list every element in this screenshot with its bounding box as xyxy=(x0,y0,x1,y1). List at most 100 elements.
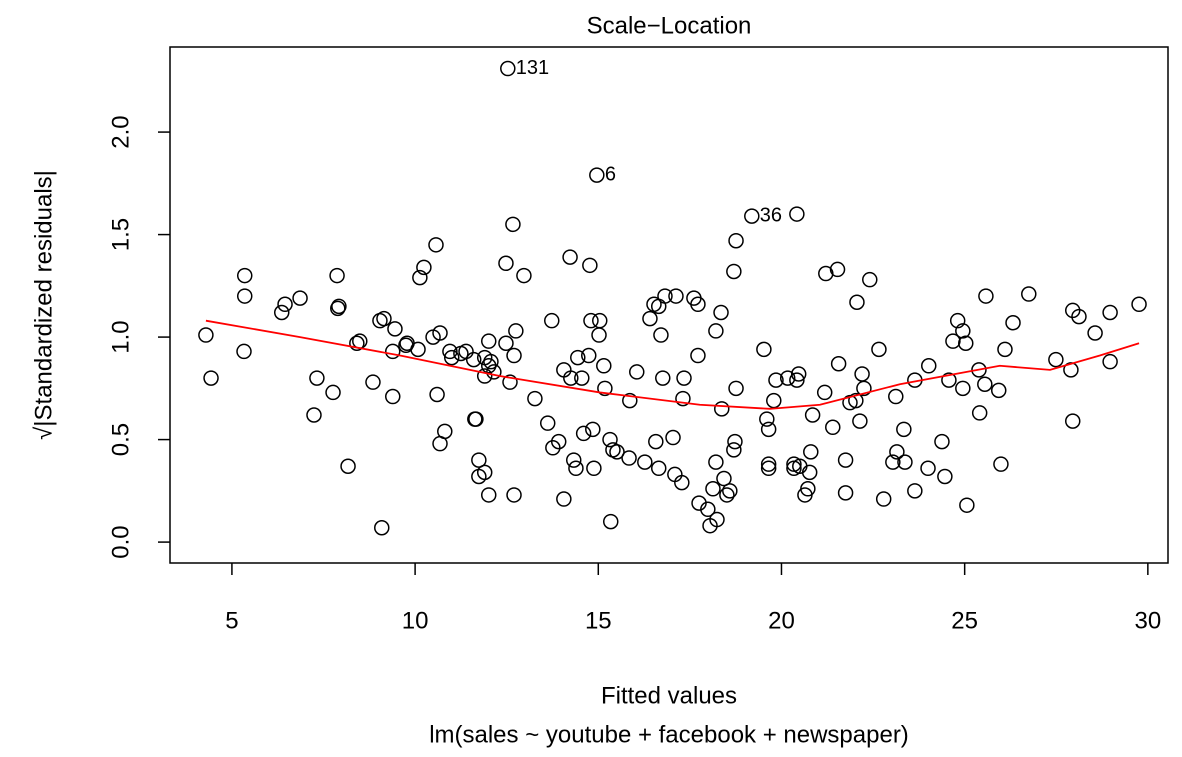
point xyxy=(760,460,777,477)
x-tick-label: 15 xyxy=(585,607,612,634)
point xyxy=(971,362,987,378)
point xyxy=(550,433,567,450)
point xyxy=(365,374,381,390)
y-tick-label: 1.5 xyxy=(107,218,134,251)
point xyxy=(709,511,725,528)
point xyxy=(888,388,904,405)
point xyxy=(700,501,716,518)
point xyxy=(1064,413,1081,429)
point xyxy=(708,323,724,339)
point xyxy=(848,392,864,409)
x-axis-label: Fitted values xyxy=(601,682,737,709)
point xyxy=(349,335,365,351)
point xyxy=(665,429,681,446)
point xyxy=(506,347,522,364)
point xyxy=(766,392,782,409)
point xyxy=(1131,296,1147,313)
point xyxy=(516,267,532,284)
point xyxy=(744,208,760,224)
point xyxy=(292,290,308,306)
point xyxy=(468,411,484,427)
point xyxy=(653,327,669,343)
point xyxy=(862,271,878,288)
point xyxy=(756,341,772,358)
point xyxy=(650,298,667,315)
point xyxy=(437,423,453,440)
point xyxy=(708,454,724,470)
point xyxy=(920,460,936,477)
point xyxy=(726,442,742,458)
point xyxy=(575,425,592,442)
point xyxy=(465,351,482,368)
point xyxy=(896,421,912,438)
point xyxy=(585,421,601,438)
point xyxy=(676,370,692,386)
point xyxy=(602,431,618,448)
point xyxy=(410,341,426,358)
point xyxy=(387,321,403,337)
point xyxy=(236,288,253,304)
y-tick-label: 0.5 xyxy=(107,423,134,456)
point xyxy=(442,343,458,360)
point xyxy=(556,491,572,507)
y-tick-label: 0.0 xyxy=(107,525,134,558)
point xyxy=(1005,314,1021,331)
point xyxy=(412,269,428,286)
point xyxy=(875,491,892,507)
point xyxy=(500,60,516,77)
point xyxy=(997,341,1013,358)
point xyxy=(563,370,579,386)
point xyxy=(937,468,953,485)
point xyxy=(1071,308,1087,325)
point xyxy=(476,368,493,384)
point xyxy=(486,364,502,380)
point xyxy=(508,323,524,339)
point xyxy=(690,296,706,313)
point xyxy=(760,421,777,438)
point xyxy=(596,358,612,374)
point xyxy=(657,288,673,304)
point xyxy=(340,458,356,474)
point xyxy=(816,384,833,401)
x-tick-label: 5 xyxy=(225,607,238,634)
point xyxy=(502,374,518,390)
point xyxy=(959,497,975,513)
point xyxy=(1102,353,1118,370)
point xyxy=(1087,325,1103,341)
point xyxy=(726,263,742,280)
point xyxy=(325,384,341,401)
point xyxy=(330,300,346,317)
subtitle: lm(sales ~ youtube + facebook + newspape… xyxy=(429,721,909,748)
point xyxy=(955,323,971,339)
point xyxy=(506,487,522,503)
point xyxy=(1102,304,1118,321)
point xyxy=(779,370,796,386)
point xyxy=(277,296,293,313)
point xyxy=(885,454,901,470)
point xyxy=(800,481,816,497)
point xyxy=(589,167,605,183)
point xyxy=(331,298,347,315)
point xyxy=(429,386,445,403)
point xyxy=(829,261,846,278)
point-label: 131 xyxy=(516,57,549,79)
point xyxy=(329,267,345,284)
point xyxy=(768,372,784,388)
point xyxy=(505,216,521,233)
plot-frame xyxy=(169,46,1169,564)
point xyxy=(675,390,691,407)
point xyxy=(958,335,974,351)
point xyxy=(977,376,993,392)
point xyxy=(416,259,432,276)
point xyxy=(480,333,497,349)
point xyxy=(591,327,607,343)
point xyxy=(273,304,290,321)
point xyxy=(650,460,667,477)
point xyxy=(498,255,514,272)
point xyxy=(609,444,625,460)
point xyxy=(690,347,706,364)
point xyxy=(309,370,325,386)
point xyxy=(728,232,744,249)
point xyxy=(668,288,684,304)
